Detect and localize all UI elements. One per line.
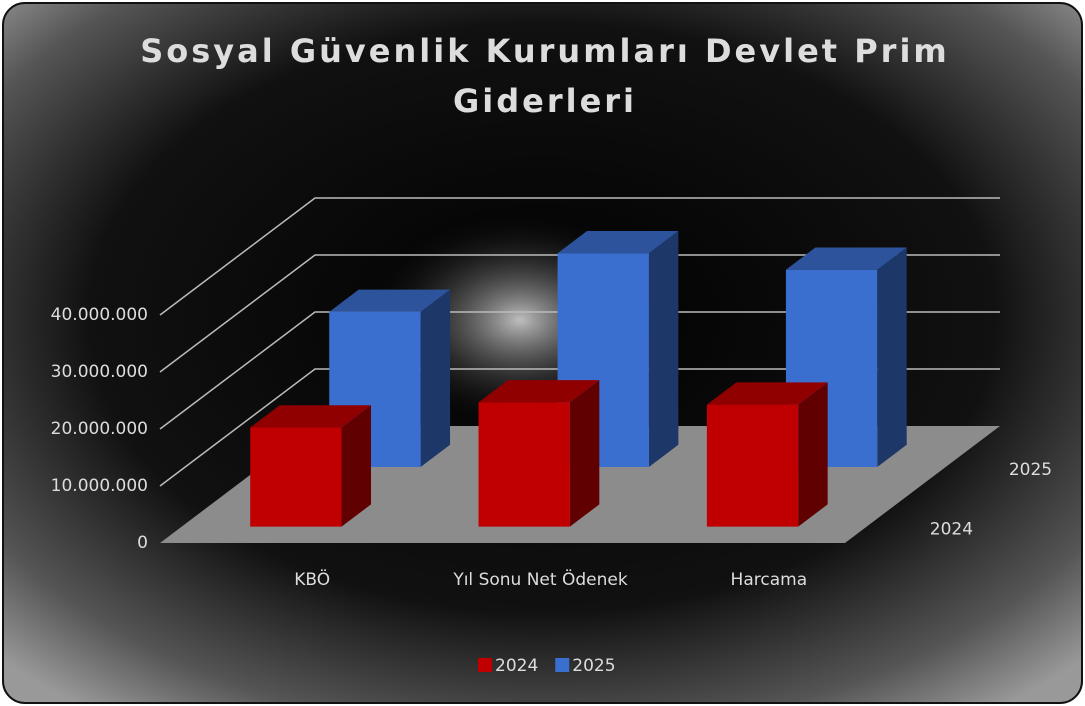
bar-front: [250, 427, 342, 527]
y-tick-label: 30.000.000: [51, 362, 148, 382]
grid-line: [159, 311, 1000, 430]
bar-side: [569, 380, 600, 527]
bar-front: [706, 404, 799, 527]
grid-line: [159, 254, 1000, 373]
bar-front: [478, 402, 570, 527]
grid-line: [159, 197, 1000, 316]
bar: [250, 405, 371, 527]
chart-title: Sosyal Güvenlik Kurumları Devlet Prim: [140, 32, 950, 70]
y-tick-label: 10.000.000: [51, 476, 148, 496]
bar-side: [648, 230, 679, 467]
x-tick-label: Harcama: [731, 570, 808, 590]
bar: [706, 382, 828, 527]
legend-swatch: [478, 658, 492, 672]
bar-top: [478, 380, 600, 403]
y-tick-label: 40.000.000: [51, 305, 148, 325]
bar-top: [329, 289, 451, 312]
legend-label: 2025: [572, 656, 615, 676]
bar-side: [420, 289, 451, 467]
bar: [478, 380, 600, 527]
y-tick-label: 20.000.000: [51, 419, 148, 439]
x-tick-label: KBÖ: [294, 568, 330, 590]
chart-title: Giderleri: [453, 82, 637, 120]
bar-side: [798, 382, 828, 527]
legend-label: 2024: [495, 656, 538, 676]
series-axis-label: 2025: [1009, 460, 1052, 480]
bar-side: [877, 247, 907, 467]
bar-top: [706, 382, 828, 405]
y-tick-label: 0: [137, 533, 148, 553]
x-tick-label: Yıl Sonu Net Ödenek: [452, 568, 627, 590]
bar-top: [785, 247, 907, 270]
grid-line: [159, 368, 1000, 487]
series-axis-label: 2024: [930, 520, 973, 540]
legend-swatch: [555, 658, 570, 672]
bar-side: [341, 405, 371, 527]
bar-top: [557, 230, 679, 254]
bar-top: [250, 405, 371, 428]
